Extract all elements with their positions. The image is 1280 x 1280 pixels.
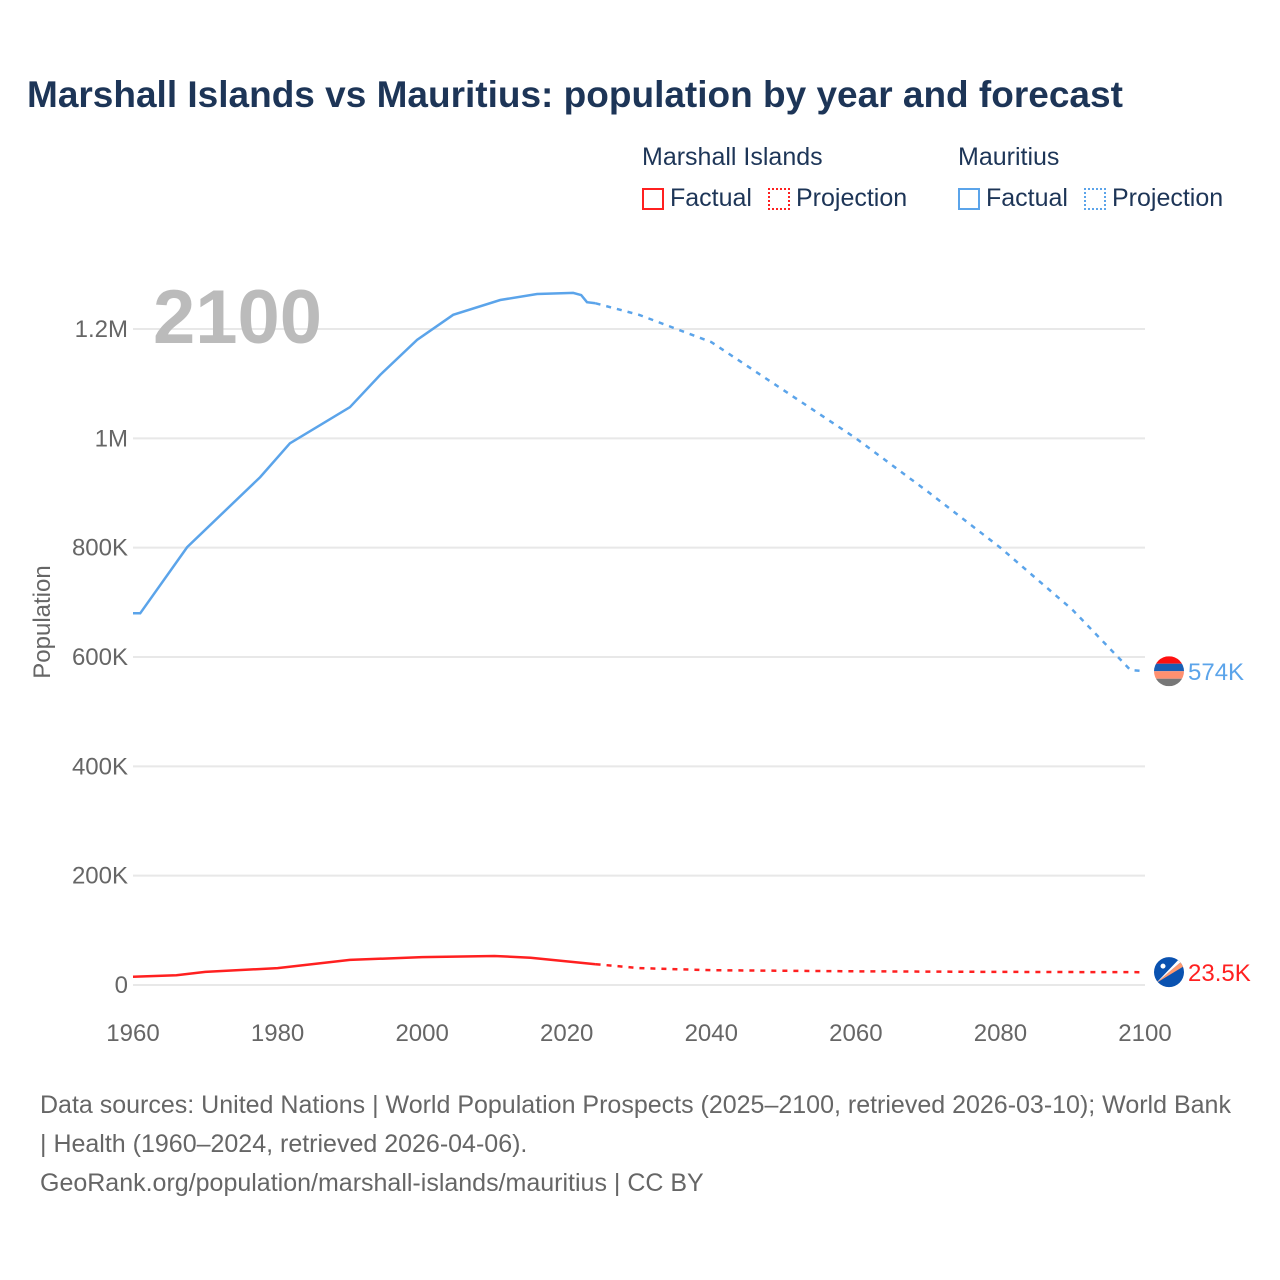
x-tick-label: 1980 <box>251 1020 304 1047</box>
solid-swatch-icon <box>958 187 980 210</box>
sources-link[interactable]: GeoRank.org/population/marshall-islands/… <box>40 1169 704 1197</box>
legend-mauritius-projection[interactable]: Projection <box>1083 184 1224 213</box>
legend-marshall-projection[interactable]: Projection <box>767 184 908 213</box>
y-tick-label: 800K <box>72 535 128 562</box>
flag-stripe <box>1156 958 1183 984</box>
flag-stripe <box>1154 656 1184 664</box>
marshall-islands-factual-line <box>132 954 596 979</box>
chart-title: Marshall Islands vs Mauritius: populatio… <box>27 74 1123 115</box>
legend-label: Projection <box>795 184 908 212</box>
x-tick-label: 2060 <box>829 1020 882 1047</box>
legend-label: Factual <box>986 184 1068 212</box>
mauritius-end-label: 574K <box>1188 659 1244 686</box>
marshall-islands-end-label: 23.5K <box>1188 960 1251 987</box>
y-tick-label: 0 <box>115 972 128 999</box>
x-tick-label: 2020 <box>540 1020 593 1047</box>
flag-star <box>1160 963 1166 969</box>
marshall-islands-projection-line <box>595 962 1146 974</box>
y-tick-label: 1M <box>95 425 128 452</box>
flag-stripe <box>1154 663 1184 672</box>
legend-group-title: Marshall Islands <box>642 143 823 171</box>
y-tick-label: 400K <box>72 753 128 780</box>
x-tick-label: 2100 <box>1118 1020 1171 1047</box>
legend-group-title: Mauritius <box>958 143 1060 171</box>
data-sources: Data sources: United Nations | World Pop… <box>40 1086 1240 1203</box>
legend-label: Factual <box>670 184 752 212</box>
x-tick-label: 2000 <box>395 1020 448 1047</box>
y-axis-label: Population <box>29 565 56 678</box>
y-tick-label: 200K <box>72 863 128 890</box>
x-tick-label: 2080 <box>974 1020 1027 1047</box>
legend-label: Projection <box>1111 184 1224 212</box>
legend-marshall-islands: Marshall Islands Factual Projection <box>642 143 907 213</box>
dotted-swatch-icon <box>1083 187 1106 210</box>
solid-swatch-icon <box>642 187 664 210</box>
sources-text: Data sources: United Nations | World Pop… <box>40 1091 1231 1158</box>
flag-stripe <box>1154 678 1184 687</box>
marshall-islands-flag-icon <box>1154 957 1184 988</box>
legend-mauritius: Mauritius Factual Projection <box>958 143 1223 213</box>
flag-stripe <box>1156 960 1184 984</box>
mauritius-flag-icon <box>1154 656 1184 687</box>
line-chart: 0 200K 400K 600K 800K 1M 1.2M 1960 1980 2000 2020 2… <box>29 275 1251 1047</box>
legend-mauritius-factual[interactable]: Factual <box>958 184 1068 213</box>
mauritius-projection-line <box>595 302 1146 673</box>
flag-stripe <box>1154 671 1184 679</box>
year-watermark: 2100 <box>153 275 322 360</box>
x-tick-label: 2040 <box>685 1020 738 1047</box>
legend-marshall-factual[interactable]: Factual <box>642 184 752 213</box>
x-tick-label: 1960 <box>106 1020 159 1047</box>
y-tick-label: 600K <box>72 644 128 671</box>
y-tick-label: 1.2M <box>75 316 128 343</box>
dotted-swatch-icon <box>767 187 790 210</box>
mauritius-factual-line <box>133 291 596 615</box>
